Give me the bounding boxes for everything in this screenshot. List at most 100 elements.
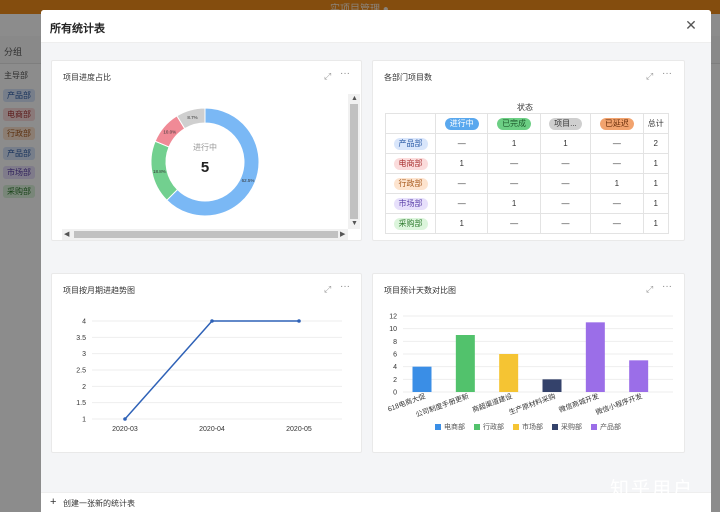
- table-cell: —: [590, 153, 644, 174]
- table-cell: —: [539, 153, 592, 174]
- x-tick-label: 商超渠道建设: [471, 391, 514, 414]
- estimated-days-card: 项目预计天数对比图 ⤢ ··· 0 2 4 6 8 10 12 618电商大促 公司制度手册更新…: [372, 273, 685, 453]
- table-cell: 1: [642, 213, 670, 234]
- more-icon[interactable]: ···: [662, 68, 672, 79]
- status-pill: 项目...: [549, 117, 582, 130]
- table-cell: 1: [539, 133, 592, 154]
- watermark: 知乎用户: [610, 479, 695, 500]
- progress-ratio-card: 项目进度占比 ⤢ ··· 62.5% 18.8% 10.0% 8.7% 进行中 5 ▲ ▼…: [51, 60, 362, 241]
- bar[interactable]: [412, 366, 432, 392]
- legend-swatch: [435, 424, 441, 431]
- card-title: 项目进度占比: [63, 73, 111, 82]
- y-tick-label: 4: [82, 319, 86, 326]
- scroll-right-arrow[interactable]: ▶: [340, 231, 346, 238]
- legend-item[interactable]: 市场部: [513, 422, 543, 432]
- more-icon[interactable]: ···: [340, 281, 350, 292]
- card-title: 项目按月期进趋势图: [63, 286, 135, 295]
- table-cell: —: [539, 173, 592, 194]
- expand-icon[interactable]: ⤢: [646, 284, 654, 294]
- legend-item[interactable]: 采购部: [552, 422, 582, 432]
- expand-icon[interactable]: ⤢: [324, 284, 332, 294]
- table-cell: —: [590, 133, 644, 154]
- background-tag: 行政部: [3, 127, 35, 140]
- bar[interactable]: [542, 379, 562, 392]
- y-tick-label: 12: [389, 314, 397, 321]
- y-tick-label: 2: [393, 377, 397, 384]
- table-cell: 1: [434, 213, 489, 234]
- bar[interactable]: [585, 322, 605, 392]
- legend-label: 采购部: [561, 424, 582, 431]
- x-tick-label: 生产原材料采购: [508, 391, 557, 416]
- table-cell: 1: [487, 193, 541, 214]
- background-tag: 产品部: [3, 89, 35, 102]
- table-column-header: 已完成: [487, 113, 541, 134]
- donut-slice-label: 18.8%: [153, 169, 166, 174]
- dept-cell: 市场部: [385, 193, 436, 214]
- expand-icon[interactable]: ⤢: [324, 71, 332, 81]
- x-tick-label: 微信商城开发: [557, 391, 600, 414]
- dept-cell: 行政部: [385, 173, 436, 194]
- y-tick-label: 1: [82, 417, 86, 424]
- y-tick-label: 3: [82, 351, 86, 358]
- table-row: 电商部 1— — —1: [385, 153, 670, 174]
- horizontal-scroll-thumb[interactable]: [74, 231, 338, 238]
- more-icon[interactable]: ···: [662, 281, 672, 292]
- scroll-up-arrow[interactable]: ▲: [351, 95, 358, 102]
- table-column-header: 项目...: [539, 113, 592, 134]
- dept-pill: 行政部: [393, 177, 428, 190]
- status-pill: 已延迟: [599, 117, 634, 130]
- donut-chart: 62.5% 18.8% 10.0% 8.7% 进行中 5: [150, 107, 260, 217]
- legend-swatch: [591, 424, 597, 431]
- legend-item[interactable]: 行政部: [474, 422, 504, 432]
- scroll-left-arrow[interactable]: ◀: [64, 231, 70, 238]
- table-row: 行政部 — — —1 1: [385, 173, 670, 194]
- create-new-table-button[interactable]: 创建一张新的统计表: [63, 499, 135, 508]
- legend-item[interactable]: 电商部: [435, 422, 465, 432]
- dept-pill: 产品部: [393, 137, 428, 150]
- scroll-down-arrow[interactable]: ▼: [351, 220, 358, 227]
- x-tick-label: 微信小程序开发: [594, 391, 643, 416]
- table-cell: 1: [487, 133, 541, 154]
- donut-slice[interactable]: [176, 107, 206, 130]
- status-pill: 进行中: [444, 117, 479, 130]
- legend-label: 行政部: [483, 424, 504, 431]
- table-row: 采购部 1— — —1: [385, 213, 670, 234]
- legend-item[interactable]: 产品部: [591, 422, 621, 432]
- table-cell: 1: [642, 173, 670, 194]
- monthly-trend-card: 项目按月期进趋势图 ⤢ ··· 1 1.5 2 2.5 3 3.5 4 2020-03 2020…: [51, 273, 362, 453]
- table-cell: 1: [434, 153, 489, 174]
- y-tick-label: 8: [393, 339, 397, 346]
- expand-icon[interactable]: ⤢: [646, 71, 654, 81]
- bar[interactable]: [499, 354, 519, 392]
- group-button[interactable]: 分组: [4, 47, 23, 57]
- table-cell: —: [434, 173, 489, 194]
- x-tick-label: 2020-03: [112, 426, 138, 433]
- background-tag: 产品部: [3, 147, 35, 160]
- plus-icon[interactable]: +: [50, 496, 57, 508]
- status-pill: 总计: [647, 119, 664, 128]
- close-icon[interactable]: ✕: [685, 17, 697, 33]
- modal-footer: + 创建一张新的统计表: [41, 492, 711, 512]
- trend-point[interactable]: [297, 319, 301, 323]
- table-cell: —: [539, 213, 592, 234]
- table-row: 市场部 —1— —1: [385, 193, 670, 214]
- trend-point[interactable]: [123, 417, 127, 421]
- donut-center-value: 5: [201, 159, 209, 176]
- modal-header: 所有统计表 ✕: [41, 10, 711, 43]
- table-cell: —: [487, 173, 541, 194]
- vertical-scroll-thumb[interactable]: [350, 104, 358, 219]
- legend-swatch: [474, 424, 480, 431]
- bar[interactable]: [455, 335, 475, 392]
- y-tick-label: 0: [393, 390, 397, 397]
- more-icon[interactable]: ···: [340, 68, 350, 79]
- trend-point[interactable]: [210, 319, 214, 323]
- y-tick-label: 10: [389, 326, 397, 333]
- dept-pill: 电商部: [393, 157, 428, 170]
- bar[interactable]: [629, 360, 649, 392]
- table-corner: [385, 113, 436, 134]
- donut-slice-label: 10.0%: [163, 130, 176, 135]
- donut-slice[interactable]: [166, 107, 260, 217]
- trend-line-chart: 1 1.5 2 2.5 3 3.5 4 2020-03 2020-04 2020-05: [76, 319, 342, 433]
- app-title: 实项目管理 ●: [330, 0, 389, 15]
